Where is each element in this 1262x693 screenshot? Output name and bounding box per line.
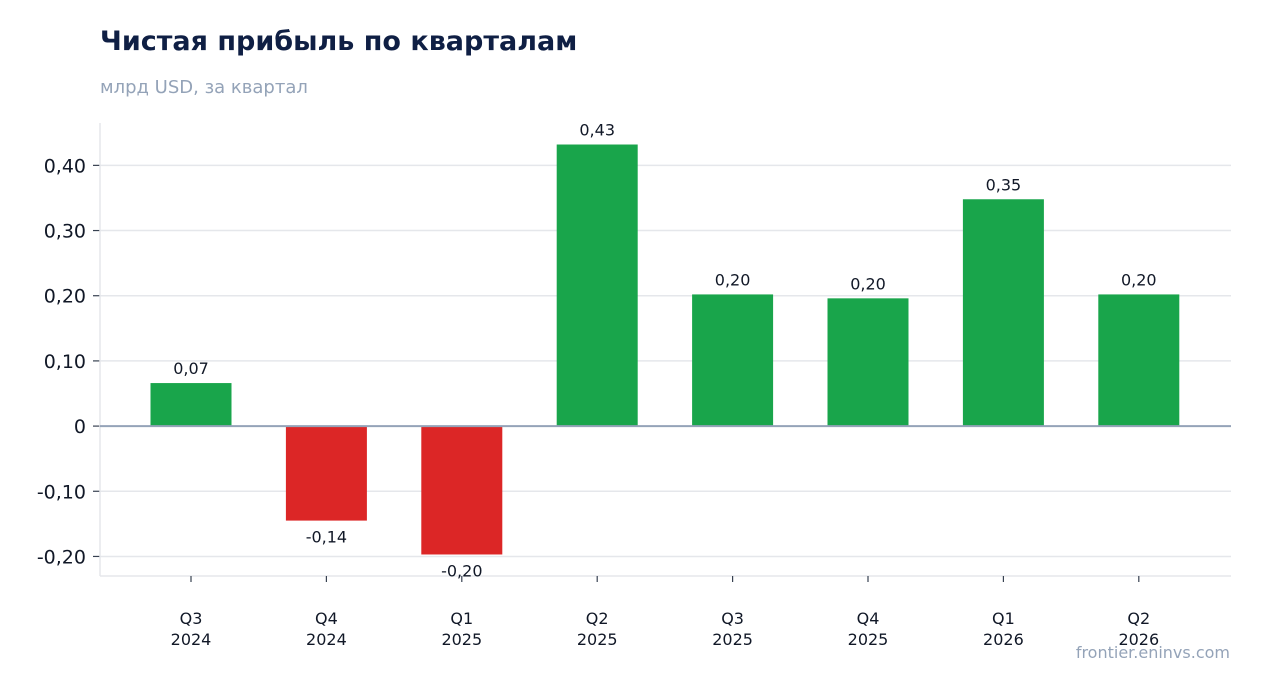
x-tick-label: 2024 xyxy=(171,630,212,649)
x-tick-label: 2026 xyxy=(1118,630,1159,649)
bar xyxy=(692,294,774,427)
x-tick-label: Q1 xyxy=(450,609,473,628)
x-tick-label: 2026 xyxy=(983,630,1024,649)
data-label: -0,14 xyxy=(306,528,347,547)
x-tick-label: Q4 xyxy=(315,609,338,628)
x-tick-label: 2025 xyxy=(577,630,618,649)
y-tick-label: 0,30 xyxy=(44,221,86,243)
x-tick-label: 2025 xyxy=(712,630,753,649)
bar xyxy=(827,298,909,427)
chart-title: Чистая прибыль по кварталам xyxy=(100,26,578,57)
x-tick-label: Q3 xyxy=(721,609,744,628)
data-label: 0,20 xyxy=(715,270,751,289)
grid-lines xyxy=(93,164,1231,558)
axis-lines xyxy=(99,123,1231,577)
data-label: 0,20 xyxy=(1121,270,1157,289)
y-tick-label: 0,10 xyxy=(44,351,86,373)
y-tick-labels: -0,20 -0,10 0 0,10 0,20 0,30 0,40 xyxy=(37,155,86,568)
bar xyxy=(421,426,503,555)
y-tick-label: 0,40 xyxy=(44,155,86,177)
data-label: 0,07 xyxy=(173,359,209,378)
data-label: 0,35 xyxy=(986,175,1022,194)
x-ticks: Q3 2024 Q4 2024 Q1 2025 Q2 2025 Q3 2025 Q4 2025 Q1 20… xyxy=(171,576,1159,649)
x-tick-label: 2025 xyxy=(848,630,889,649)
data-labels: 0,07 -0,14 -0,20 0,43 0,20 0,20 0,35 0,20 xyxy=(173,121,1156,581)
bars xyxy=(150,144,1180,555)
x-tick-label: 2025 xyxy=(441,630,482,649)
data-label: 0,43 xyxy=(579,121,615,140)
x-tick-label: Q2 xyxy=(1127,609,1150,628)
x-tick-label: 2024 xyxy=(306,630,347,649)
x-tick-label: Q1 xyxy=(992,609,1015,628)
x-tick-label: Q4 xyxy=(857,609,880,628)
data-label: -0,20 xyxy=(441,561,482,580)
y-tick-label: 0 xyxy=(74,416,86,438)
data-label: 0,20 xyxy=(850,274,886,293)
bar xyxy=(962,199,1044,427)
source-credit: frontier.eninvs.com xyxy=(1075,643,1230,662)
y-tick-label: -0,10 xyxy=(37,481,86,503)
x-tick-label: Q2 xyxy=(586,609,609,628)
chart-subtitle: млрд USD, за квартал xyxy=(100,77,308,98)
y-tick-label: 0,20 xyxy=(44,286,86,308)
bar xyxy=(1098,294,1180,427)
bar xyxy=(150,383,232,427)
bar xyxy=(285,426,367,521)
bar xyxy=(556,144,638,427)
y-tick-label: -0,20 xyxy=(37,546,86,568)
x-tick-label: Q3 xyxy=(180,609,203,628)
